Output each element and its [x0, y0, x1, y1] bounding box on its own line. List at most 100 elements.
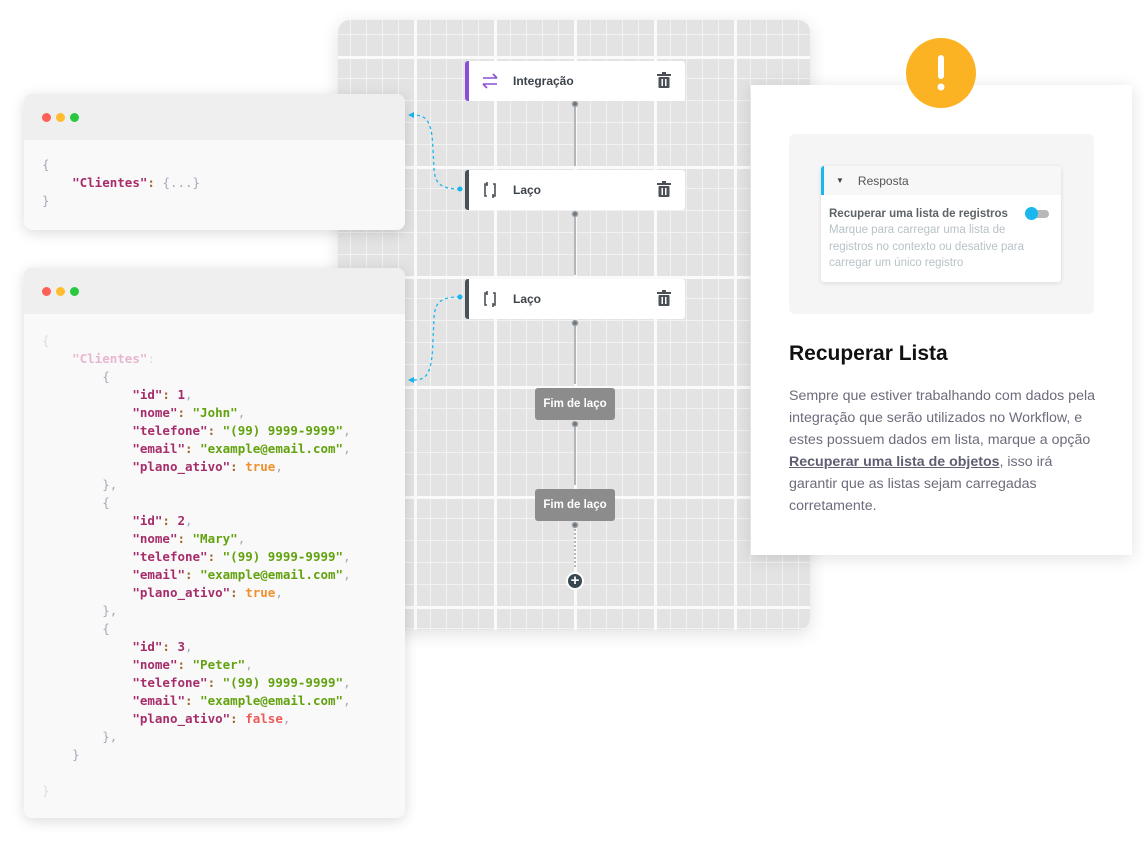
- code-token: :: [207, 675, 223, 690]
- code-token: :: [230, 459, 246, 474]
- code-token: },: [42, 603, 118, 618]
- code-token: [42, 639, 132, 654]
- code-token: },: [42, 477, 118, 492]
- code-line: [42, 764, 405, 782]
- code-token: "(99) 9999-9999": [222, 423, 344, 438]
- toggle-switch[interactable]: [1025, 207, 1049, 220]
- code-token: ,: [343, 693, 351, 708]
- code-token: [42, 675, 132, 690]
- code-token: [42, 657, 132, 672]
- code-token: "email": [132, 441, 185, 456]
- swap-arrows-icon: [481, 72, 499, 90]
- card-title: Recuperar Lista: [789, 342, 948, 365]
- section-title: Resposta: [857, 173, 909, 188]
- window-titlebar: [24, 268, 405, 314]
- code-token: "Clientes": [72, 351, 148, 366]
- code-line: {: [42, 368, 405, 386]
- code-token: "Mary": [192, 531, 238, 546]
- code-token: [42, 351, 72, 366]
- option-link[interactable]: Recuperar uma lista de objetos: [789, 454, 1000, 470]
- code-line: "telefone": "(99) 9999-9999",: [42, 674, 405, 692]
- code-token: 3: [177, 639, 186, 654]
- end-loop-node[interactable]: Fim de laço: [535, 388, 615, 420]
- code-line: "Clientes":: [42, 350, 405, 368]
- json-window-collapsed: { "Clientes": {...}}: [24, 94, 405, 230]
- workflow-node-loop[interactable]: Laço: [465, 170, 685, 210]
- code-token: ,: [343, 675, 351, 690]
- code-token: [42, 693, 132, 708]
- code-token: :: [185, 693, 201, 708]
- code-line: "id": 2,: [42, 512, 405, 530]
- code-line: "nome": "Mary",: [42, 530, 405, 548]
- end-loop-node[interactable]: Fim de laço: [535, 489, 615, 521]
- json-code: { "Clientes": {...}}: [24, 140, 405, 210]
- workflow-node-integration[interactable]: Integração: [465, 61, 685, 101]
- card-description: Sempre que estiver trabalhando com dados…: [789, 385, 1099, 517]
- code-token: {: [42, 369, 110, 384]
- para-text: , isso irá garantir que as listas sejam …: [789, 454, 1053, 514]
- code-line: "email": "example@email.com",: [42, 440, 405, 458]
- code-token: "John": [192, 405, 238, 420]
- window-titlebar: [24, 94, 405, 140]
- maximize-dot: [70, 286, 79, 296]
- code-line: "telefone": "(99) 9999-9999",: [42, 548, 405, 566]
- code-token: "plano_ativo": [132, 711, 231, 726]
- code-token: {: [42, 157, 50, 172]
- code-line: {: [42, 620, 405, 638]
- loop-icon: [481, 181, 499, 199]
- code-line: }: [42, 782, 405, 800]
- add-step-button[interactable]: +: [566, 572, 584, 590]
- code-token: "example@email.com": [200, 441, 344, 456]
- code-line: {: [42, 156, 405, 174]
- code-token: "nome": [132, 531, 178, 546]
- code-line: }: [42, 192, 405, 210]
- caret-down-icon: ▼: [836, 176, 844, 185]
- code-token: :: [185, 441, 201, 456]
- code-token: [42, 765, 50, 780]
- section-header[interactable]: ▼ Resposta: [821, 166, 1061, 195]
- code-token: [42, 513, 132, 528]
- code-token: [42, 459, 132, 474]
- code-token: ,: [237, 531, 246, 546]
- code-token: "nome": [132, 657, 178, 672]
- code-line: {: [42, 494, 405, 512]
- code-token: "telefone": [132, 675, 208, 690]
- code-token: "email": [132, 567, 185, 582]
- code-line: },: [42, 728, 405, 746]
- code-token: }: [42, 193, 50, 208]
- trash-icon[interactable]: [657, 181, 673, 199]
- code-token: "telefone": [132, 423, 208, 438]
- code-token: [42, 711, 132, 726]
- code-token: }: [42, 747, 80, 762]
- json-window-expanded: { "Clientes": { "id": 1, "nome": "John",…: [24, 268, 405, 818]
- code-line: "plano_ativo": false,: [42, 710, 405, 728]
- code-token: [42, 175, 72, 190]
- code-line: {: [42, 332, 405, 350]
- code-token: ,: [185, 387, 193, 402]
- code-line: "email": "example@email.com",: [42, 566, 405, 584]
- code-token: "plano_ativo": [132, 585, 231, 600]
- trash-icon[interactable]: [657, 72, 673, 90]
- code-token: {...}: [162, 175, 201, 190]
- code-line: "telefone": "(99) 9999-9999",: [42, 422, 405, 440]
- node-label: Integração: [513, 74, 574, 88]
- code-token: ,: [343, 567, 351, 582]
- code-token: "Peter": [192, 657, 246, 672]
- code-token: :: [147, 351, 155, 366]
- code-token: "plano_ativo": [132, 459, 231, 474]
- trash-icon[interactable]: [657, 290, 673, 308]
- workflow-node-loop[interactable]: Laço: [465, 279, 685, 319]
- code-token: [42, 387, 132, 402]
- code-token: [42, 549, 132, 564]
- code-token: "email": [132, 693, 185, 708]
- loop-icon: [481, 290, 499, 308]
- code-line: "email": "example@email.com",: [42, 692, 405, 710]
- code-token: false: [245, 711, 283, 726]
- code-token: ,: [185, 513, 193, 528]
- code-token: :: [177, 657, 193, 672]
- code-token: ,: [275, 585, 283, 600]
- code-token: "id": [132, 639, 163, 654]
- code-token: 2: [177, 513, 186, 528]
- code-token: "example@email.com": [200, 693, 344, 708]
